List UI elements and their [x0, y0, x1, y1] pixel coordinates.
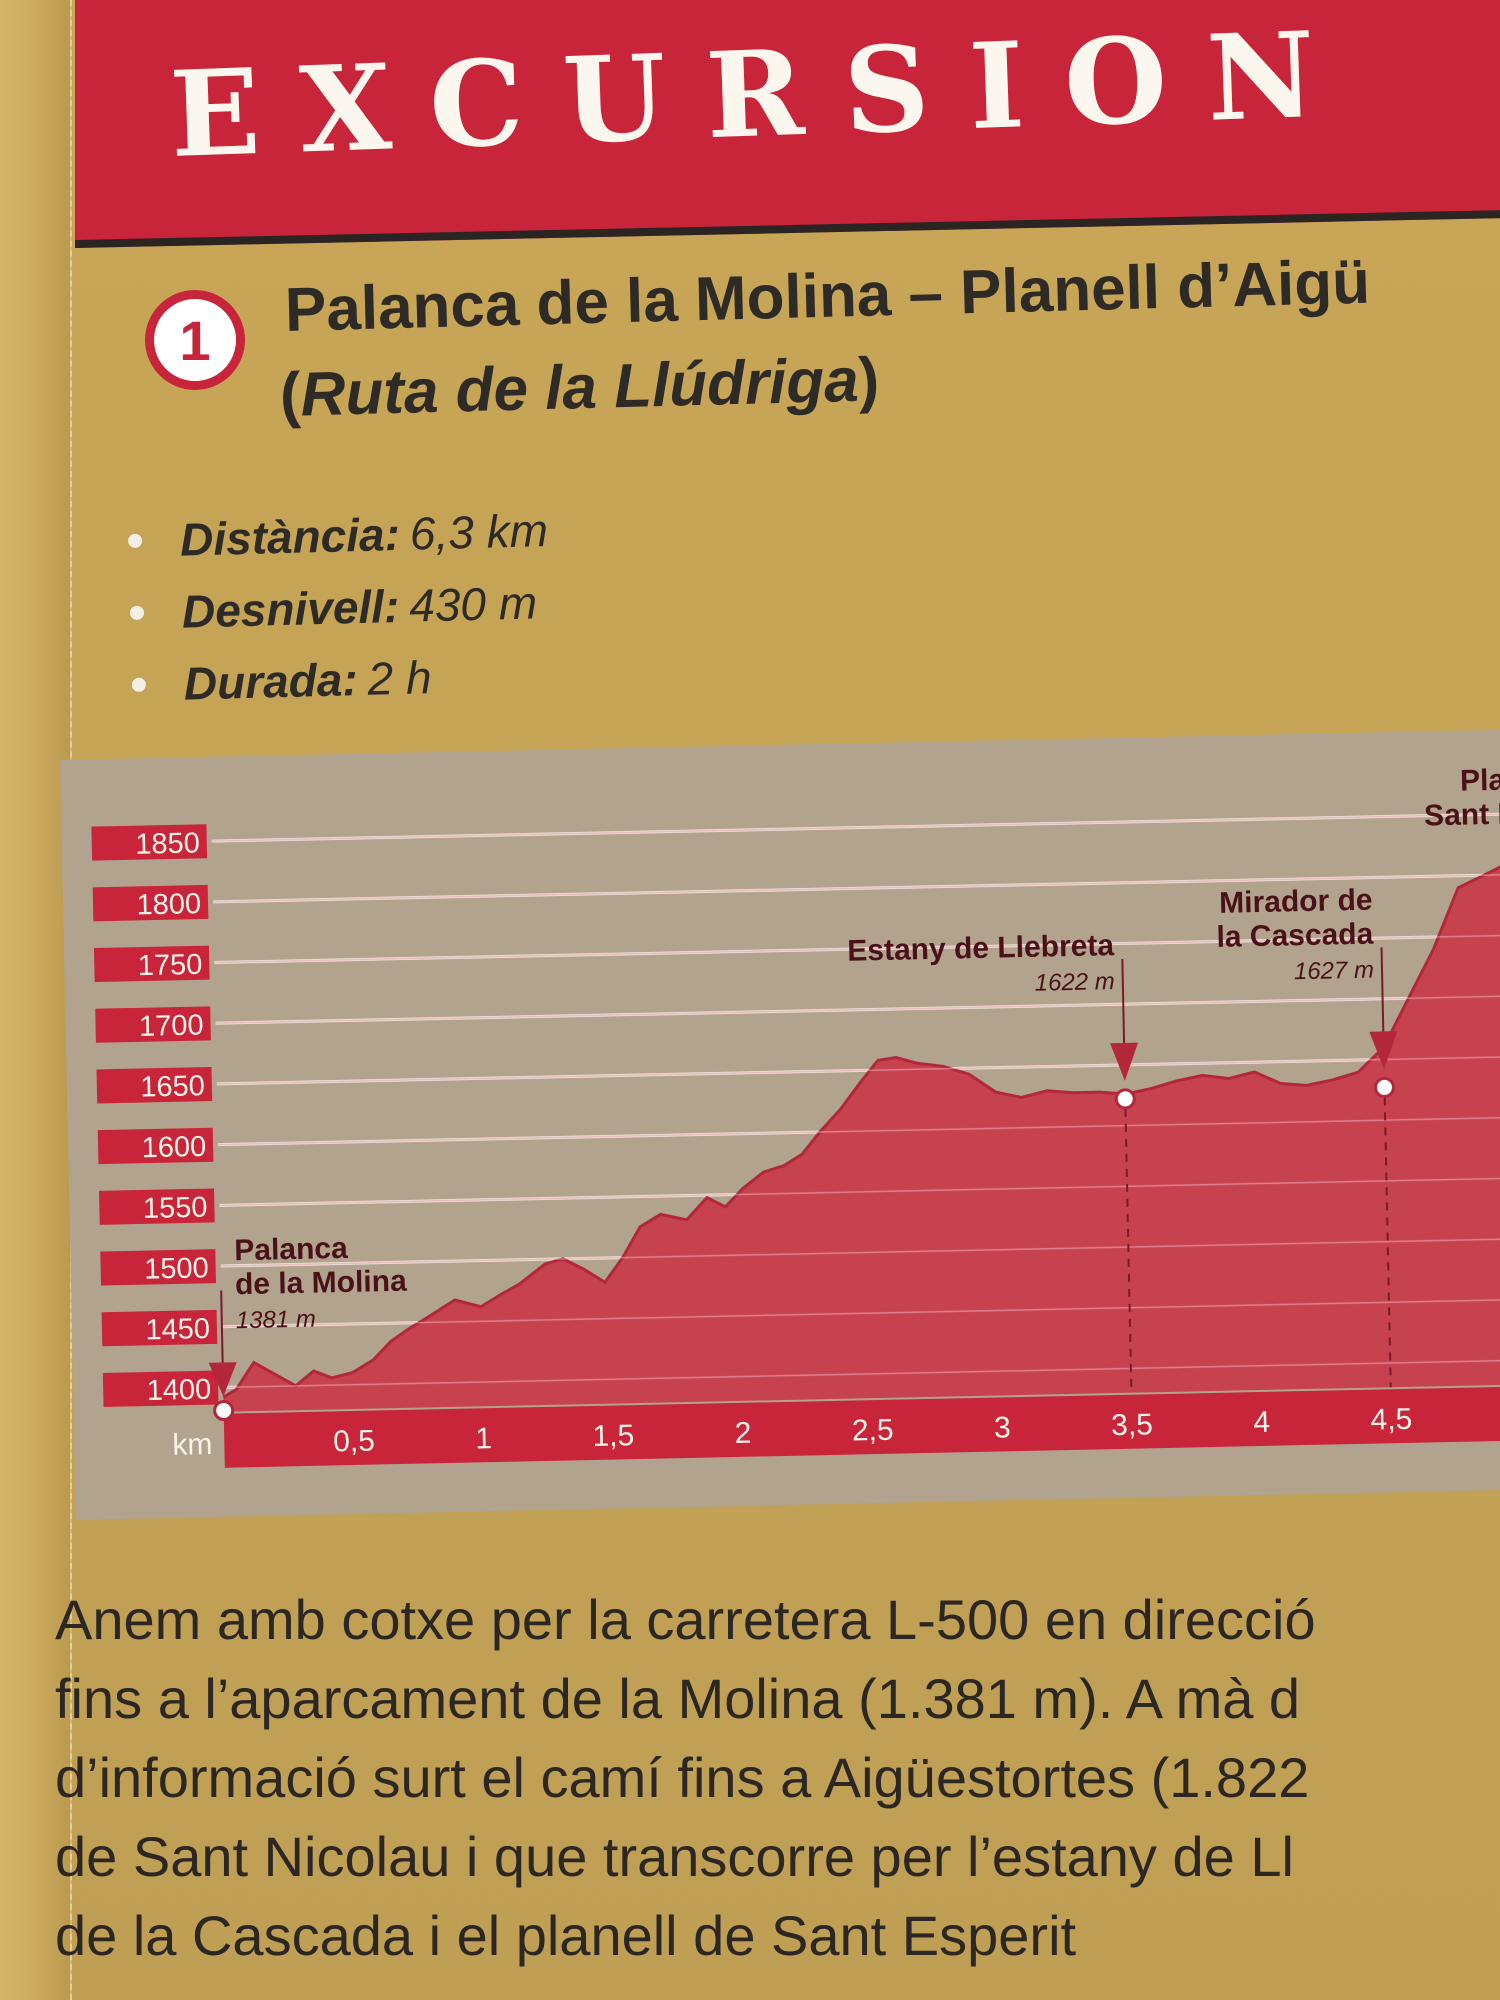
bullet-icon — [129, 605, 145, 620]
elevation-line — [222, 861, 1500, 1399]
waypoint-name: Sant E — [1424, 797, 1500, 832]
y-gridline-overlay — [214, 934, 1500, 964]
description-line: de Sant Nicolau i que transcorre per l’e… — [55, 1825, 1294, 1888]
subtitle-close-paren: ) — [857, 345, 881, 415]
y-tick-label: 1450 — [145, 1313, 210, 1346]
waypoint-name: Mirador de — [1219, 884, 1373, 920]
y-gridline-overlay — [220, 1237, 1500, 1267]
y-tick-label: 1600 — [141, 1131, 206, 1164]
y-gridline-overlay — [223, 1359, 1500, 1389]
stat-value: 6,3 km — [409, 504, 549, 560]
description-line: de la Cascada i el planell de Sant Esper… — [55, 1904, 1077, 1967]
y-tick-label: 1500 — [144, 1252, 209, 1285]
y-tick-label: 1700 — [139, 1009, 204, 1042]
description-line: fins a l’aparcament de la Molina (1.381 … — [55, 1667, 1301, 1730]
waypoint-marker — [213, 1400, 235, 1422]
subtitle-open-paren: ( — [279, 360, 302, 430]
x-tick-label: 1,5 — [592, 1419, 634, 1453]
route-title: Palanca de la Molina – Planell d’Aigü — [284, 247, 1371, 345]
waypoint-dropline — [1124, 1108, 1133, 1393]
stat-label: Desnivell: — [181, 579, 400, 638]
waypoint-elevation: 1622 m — [1034, 968, 1115, 997]
arrow-down-icon — [208, 1362, 237, 1397]
x-tick-label: 0,5 — [333, 1425, 375, 1459]
arrow-down-icon — [1369, 1031, 1398, 1070]
y-tick-label-bg — [102, 1370, 219, 1407]
y-gridline-overlay — [216, 1055, 1500, 1085]
y-tick-label-bg — [99, 1188, 215, 1225]
x-tick-label: 2,5 — [852, 1414, 894, 1448]
x-axis-band — [223, 1386, 1500, 1468]
waypoint-elevation: 1627 m — [1294, 957, 1375, 986]
y-gridline-overlay — [212, 873, 1500, 903]
y-tick-label-bg — [95, 1006, 211, 1043]
x-tick-label: 1 — [475, 1422, 492, 1455]
waypoint-name: Palanca — [234, 1232, 348, 1267]
y-tick-label: 1650 — [140, 1070, 205, 1103]
y-gridline-overlay — [211, 812, 1500, 842]
y-tick-label-bg — [101, 1309, 218, 1347]
stat-label: Durada: — [183, 653, 359, 710]
waypoint-elevation: 1381 m — [235, 1306, 316, 1335]
bullet-icon — [131, 677, 147, 692]
elevation-area — [223, 862, 1500, 1412]
waypoint-name: Estany de Llebreta — [847, 929, 1115, 968]
stat-elevation-gain: Desnivell: 430 m — [129, 566, 551, 649]
waypoint-pointer — [1380, 947, 1385, 1048]
y-tick-label-bg — [96, 1067, 213, 1104]
waypoint-name: de la Molina — [235, 1265, 408, 1302]
elevation-profile-chart: 1400 1450 1500 1550 1600 1650 1700 1750 1800 1850… — [60, 729, 1500, 1520]
y-gridline-overlay — [218, 1116, 1500, 1146]
stat-label: Distància: — [179, 507, 401, 566]
stat-value: 2 h — [366, 651, 433, 705]
y-tick-label: 1750 — [137, 949, 202, 982]
route-description: Anem amb cotxe per la carretera L-500 en… — [55, 1580, 1500, 1975]
y-tick-label-bg — [97, 1127, 214, 1165]
route-number-badge: 1 — [145, 290, 245, 390]
stat-distance: Distància: 6,3 km — [127, 494, 549, 577]
subtitle-route-name: Ruta de la Llúdriga — [299, 345, 860, 430]
bullet-icon — [127, 533, 143, 549]
waypoint-marker — [1114, 1088, 1136, 1110]
waypoint-pointer — [1121, 958, 1126, 1059]
description-line: Anem amb cotxe per la carretera L-500 en… — [55, 1588, 1316, 1651]
stat-value: 430 m — [408, 576, 538, 632]
x-axis-label: km — [172, 1428, 213, 1462]
waypoint-dropline — [1383, 1097, 1392, 1388]
x-tick-label: 2 — [734, 1417, 751, 1450]
y-gridline-overlay — [215, 995, 1500, 1024]
y-tick-label-bg — [100, 1249, 216, 1286]
y-gridline-overlay — [221, 1298, 1500, 1328]
y-tick-label: 1400 — [146, 1374, 211, 1407]
y-tick-label-bg — [93, 945, 210, 983]
y-tick-label: 1550 — [143, 1192, 208, 1225]
x-tick-label: 3 — [994, 1411, 1011, 1444]
description-line: d’informació surt el camí fins a Aigüest… — [55, 1746, 1310, 1809]
x-tick-label: 3,5 — [1111, 1408, 1153, 1442]
y-gridline-overlay — [219, 1177, 1500, 1207]
y-tick-label: 1800 — [136, 888, 201, 921]
x-tick-label: 4,5 — [1370, 1403, 1412, 1437]
y-tick-label-bg — [91, 824, 208, 861]
waypoint-name: Plar — [1460, 763, 1500, 797]
arrow-down-icon — [1110, 1042, 1139, 1081]
y-tick-label-bg — [92, 884, 209, 922]
x-tick-label: 4 — [1253, 1406, 1270, 1439]
route-stats-list: Distància: 6,3 km Desnivell: 430 m Durad… — [127, 494, 552, 721]
y-tick-label: 1850 — [135, 827, 200, 860]
route-subtitle: (Ruta de la Llúdriga) — [279, 344, 880, 431]
stat-duration: Durada: 2 h — [131, 638, 553, 721]
waypoint-name: la Cascada — [1216, 918, 1374, 954]
elevation-profile-svg: 1400 1450 1500 1550 1600 1650 1700 1750 1800 1850… — [91, 759, 1500, 1468]
waypoint-marker — [1373, 1076, 1395, 1098]
